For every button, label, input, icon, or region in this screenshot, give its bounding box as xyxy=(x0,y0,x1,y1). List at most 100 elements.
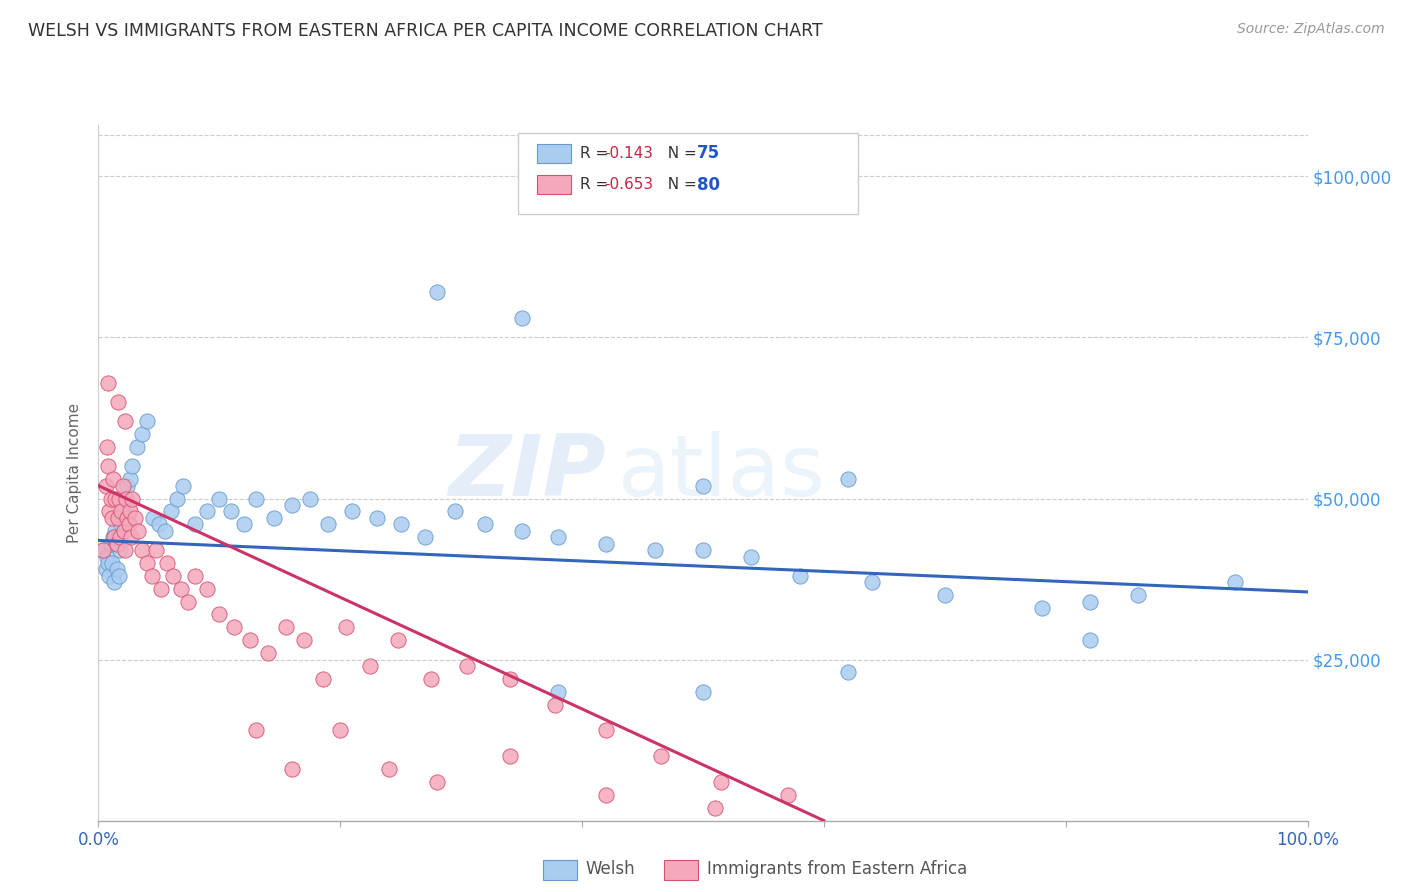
Point xyxy=(135,414,157,428)
Point xyxy=(111,478,134,492)
Point xyxy=(111,504,134,518)
Point xyxy=(263,511,285,525)
Point xyxy=(118,517,141,532)
Point xyxy=(101,530,124,544)
FancyBboxPatch shape xyxy=(537,144,571,163)
Point xyxy=(121,491,143,506)
Point xyxy=(91,543,114,558)
Point xyxy=(692,478,714,492)
Point xyxy=(117,511,139,525)
Point xyxy=(148,517,170,532)
FancyBboxPatch shape xyxy=(537,175,571,194)
Point xyxy=(160,504,183,518)
Point xyxy=(127,440,149,454)
Point xyxy=(195,504,218,518)
Point xyxy=(114,491,136,506)
Point xyxy=(166,491,188,506)
Point xyxy=(1223,575,1246,590)
Point xyxy=(108,569,131,583)
Point xyxy=(292,633,315,648)
Point xyxy=(120,530,142,544)
Point xyxy=(208,491,231,506)
Point xyxy=(644,543,666,558)
Point xyxy=(281,498,304,512)
Point xyxy=(162,569,184,583)
Point xyxy=(94,478,117,492)
Point xyxy=(141,569,163,583)
Point xyxy=(104,491,127,506)
Point xyxy=(105,536,128,550)
Y-axis label: Per Capita Income: Per Capita Income xyxy=(67,402,83,543)
Text: Welsh: Welsh xyxy=(586,861,636,879)
Point xyxy=(91,543,114,558)
Point xyxy=(124,511,146,525)
Point xyxy=(426,285,449,300)
Point xyxy=(498,749,520,764)
Point xyxy=(114,414,136,428)
Point xyxy=(96,549,118,564)
Point xyxy=(256,646,278,660)
Point xyxy=(172,478,194,492)
Point xyxy=(474,517,496,532)
Point xyxy=(692,685,714,699)
Point xyxy=(131,427,153,442)
Point xyxy=(281,762,304,776)
Text: ZIP: ZIP xyxy=(449,431,606,515)
Point xyxy=(117,478,139,492)
Point xyxy=(444,504,467,518)
Point xyxy=(100,491,122,506)
Point xyxy=(366,511,388,525)
Point xyxy=(100,511,122,525)
Point xyxy=(776,788,799,802)
Point xyxy=(335,620,357,634)
Point xyxy=(131,543,153,558)
Point xyxy=(510,311,533,326)
Point xyxy=(342,504,364,518)
Point xyxy=(107,530,129,544)
Point xyxy=(232,517,254,532)
FancyBboxPatch shape xyxy=(543,860,578,880)
Point xyxy=(704,801,727,815)
Text: R =: R = xyxy=(579,178,613,192)
Point xyxy=(105,562,128,576)
Text: 75: 75 xyxy=(697,145,720,162)
Point xyxy=(104,524,127,538)
Point xyxy=(413,530,436,544)
Point xyxy=(1078,633,1101,648)
Point xyxy=(112,524,135,538)
Point xyxy=(1078,594,1101,608)
FancyBboxPatch shape xyxy=(664,860,699,880)
Point xyxy=(150,582,173,596)
Point xyxy=(299,491,322,506)
Point xyxy=(103,530,125,544)
Point xyxy=(110,504,132,518)
Point xyxy=(389,517,412,532)
Point xyxy=(135,556,157,570)
Point xyxy=(103,575,125,590)
FancyBboxPatch shape xyxy=(517,133,858,214)
Text: -0.653: -0.653 xyxy=(603,178,652,192)
Text: atlas: atlas xyxy=(619,431,827,515)
Point xyxy=(94,562,117,576)
Point xyxy=(595,536,617,550)
Point xyxy=(107,511,129,525)
Point xyxy=(456,659,478,673)
Point xyxy=(860,575,883,590)
Point xyxy=(118,504,141,518)
Point xyxy=(740,549,762,564)
Text: Immigrants from Eastern Africa: Immigrants from Eastern Africa xyxy=(707,861,967,879)
Point xyxy=(101,472,124,486)
Point xyxy=(184,517,207,532)
Point xyxy=(221,504,243,518)
Point xyxy=(498,672,520,686)
Point xyxy=(108,530,131,544)
Point xyxy=(208,607,231,622)
Point xyxy=(108,491,131,506)
Point xyxy=(837,665,859,680)
Text: -0.143: -0.143 xyxy=(603,146,652,161)
Point xyxy=(96,440,118,454)
Point xyxy=(97,459,120,474)
Point xyxy=(377,762,399,776)
Point xyxy=(595,723,617,738)
Point xyxy=(195,582,218,596)
